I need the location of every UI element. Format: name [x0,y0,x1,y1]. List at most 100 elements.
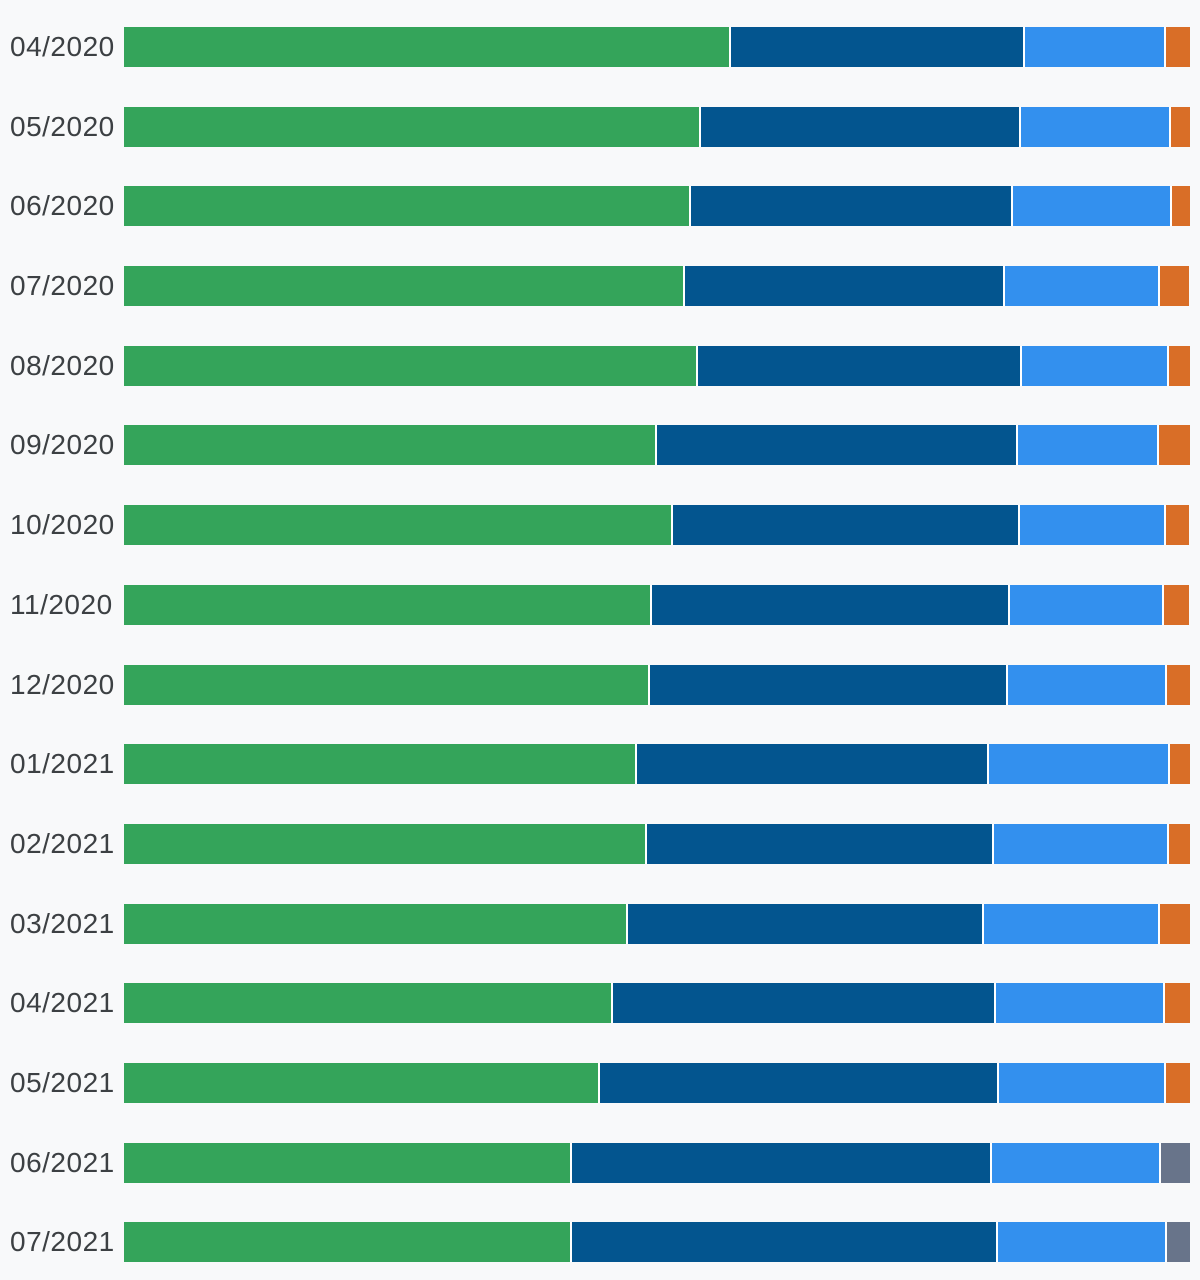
stacked-bar [124,266,1190,307]
bar-segment-dark-blue [569,1142,990,1183]
bar-segment-light-blue [1010,186,1170,227]
bar-segment-green [124,345,696,386]
category-label: 05/2020 [10,110,115,142]
stacked-bar [124,425,1190,466]
category-label: 02/2021 [10,827,115,859]
stacked-bar [124,505,1190,546]
bar-segment-orange [1164,27,1190,67]
stacked-bar [124,744,1190,785]
bar-segment-green [124,505,671,546]
chart-row: 05/2021 [0,1036,1200,1116]
chart-row: 03/2021 [0,877,1200,957]
bar-segment-dark-blue [729,27,1023,67]
bar-segment-green [124,1062,599,1103]
chart-row: 09/2020 [0,398,1200,478]
bar-segment-orange [1164,505,1189,546]
bar-segment-orange [1168,106,1190,147]
bar-segment-orange [1164,1062,1190,1103]
bar-segment-dark-blue [649,584,1008,625]
stacked-bar [124,584,1190,625]
bar-segment-dark-blue [569,1222,996,1263]
bar-segment-orange [1169,186,1190,227]
bar-segment-orange [1165,664,1190,705]
category-label: 03/2021 [10,907,115,939]
category-label: 12/2020 [10,668,115,700]
chart-row: 11/2020 [0,558,1200,638]
bar-segment-orange [1156,425,1190,466]
stacked-bar [124,903,1190,944]
bar-segment-light-blue [1022,27,1165,67]
category-label: 06/2021 [10,1146,115,1178]
chart-row: 04/2020 [0,0,1200,80]
category-label: 04/2021 [10,987,115,1019]
bar-segment-green [124,27,730,67]
bar-segment-orange [1157,903,1190,944]
bar-segment-green [124,584,650,625]
bar-segment-light-blue [987,744,1168,785]
chart-row: 07/2020 [0,239,1200,319]
category-label: 09/2020 [10,429,115,461]
bar-segment-green [124,903,627,944]
bar-segment-dark-blue [695,345,1020,386]
bar-segment-light-blue [989,1142,1160,1183]
category-label: 07/2021 [10,1226,115,1258]
bar-segment-dark-blue [654,425,1017,466]
bar-segment-green [124,186,689,227]
bar-segment-orange [1162,584,1189,625]
bar-segment-green [124,664,649,705]
bar-segment-dark-blue [670,505,1019,546]
chart-row: 07/2021 [0,1195,1200,1275]
bar-segment-light-blue [1018,505,1165,546]
bar-segment-light-blue [991,823,1167,864]
stacked-bar [124,1222,1190,1263]
bar-segment-light-blue [1007,584,1163,625]
bar-segment-green [124,983,612,1024]
bar-segment-light-blue [993,983,1164,1024]
category-label: 11/2020 [10,588,113,620]
stacked-bar [124,106,1190,147]
bar-segment-light-blue [1016,425,1157,466]
bar-segment-light-blue [1019,345,1167,386]
bar-segment-dark-blue [634,744,988,785]
bar-segment-light-blue [982,903,1158,944]
bar-segment-light-blue [1003,266,1158,307]
category-label: 10/2020 [10,509,115,541]
bar-segment-dark-blue [611,983,994,1024]
bar-segment-green [124,1142,570,1183]
stacked-bar [124,983,1190,1024]
bar-segment-light-blue [1019,106,1169,147]
bar-segment-dark-blue [688,186,1011,227]
stacked-bar [124,186,1190,227]
category-label: 05/2021 [10,1066,115,1098]
bar-segment-orange [1166,345,1190,386]
bar-segment-green [124,823,645,864]
stacked-bar [124,1062,1190,1103]
chart-row: 08/2020 [0,319,1200,399]
bar-segment-dark-blue [626,903,983,944]
bar-segment-green [124,425,655,466]
chart-row: 06/2021 [0,1116,1200,1196]
bar-segment-green [124,744,635,785]
chart-row: 06/2020 [0,159,1200,239]
bar-segment-green [124,106,699,147]
bar-segment-orange [1167,744,1190,785]
bar-segment-light-blue [995,1222,1166,1263]
chart-row: 04/2021 [0,956,1200,1036]
category-label: 06/2020 [10,190,115,222]
stacked-bar [124,664,1190,705]
bar-segment-orange [1166,823,1190,864]
stacked-bar [124,823,1190,864]
stacked-bar [124,1142,1190,1183]
chart-row: 10/2020 [0,478,1200,558]
bar-segment-gray [1165,1222,1190,1263]
bar-segment-gray [1159,1142,1190,1183]
stacked-bar [124,27,1190,67]
bar-segment-light-blue [997,1062,1165,1103]
category-label: 04/2020 [10,31,115,62]
chart-row: 01/2021 [0,717,1200,797]
bar-segment-dark-blue [698,106,1020,147]
bar-segment-light-blue [1005,664,1166,705]
chart-row: 12/2020 [0,638,1200,718]
